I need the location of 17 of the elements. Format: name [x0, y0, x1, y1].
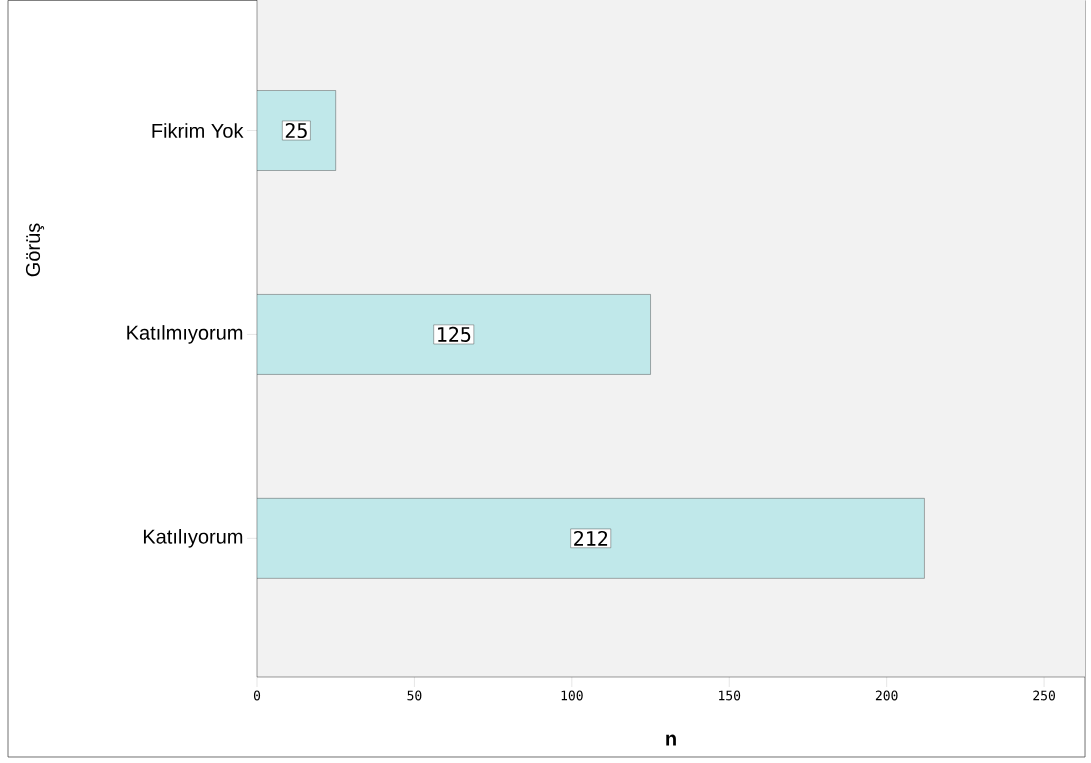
x-axis-title: n: [666, 734, 676, 746]
x-tick-label: 250: [1033, 690, 1055, 701]
x-tick-label: 100: [561, 690, 583, 701]
y-tick-label: Katılmıyorum: [127, 325, 243, 344]
y-tick-label: Fikrim Yok: [152, 123, 244, 138]
data-label: 212: [574, 530, 608, 546]
bar: [257, 498, 925, 579]
x-tick-label: 0: [253, 690, 261, 701]
x-tick-label: 200: [875, 690, 898, 701]
bar: [257, 294, 651, 375]
x-tick-label: 150: [719, 690, 741, 701]
bar: [257, 90, 336, 171]
data-label: 125: [438, 326, 471, 342]
y-tick-label: Katılıyorum: [143, 529, 243, 548]
data-label: 25: [285, 122, 307, 139]
x-tick-label: 50: [407, 690, 422, 701]
y-axis-title: Görüş: [25, 223, 45, 277]
